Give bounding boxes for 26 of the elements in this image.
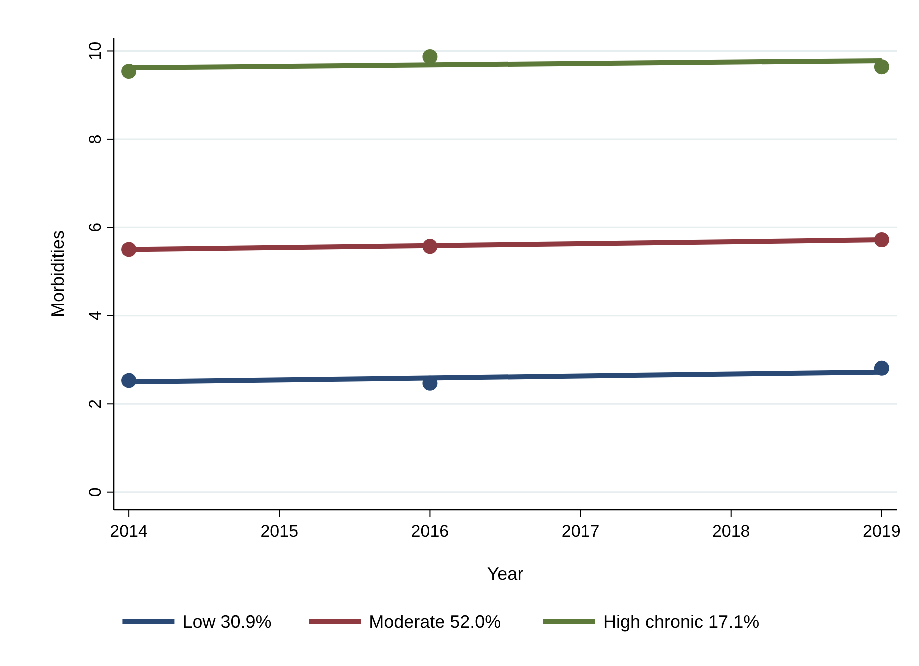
y-tick-label: 6 — [86, 222, 105, 232]
x-tick-label: 2014 — [110, 522, 148, 541]
point — [422, 49, 438, 64]
legend-label: Low 30.9% — [182, 612, 272, 632]
y-tick-label: 4 — [86, 311, 105, 321]
x-axis-title: Year — [487, 564, 524, 584]
x-tick-label: 2018 — [712, 522, 750, 541]
point — [422, 239, 438, 254]
point — [874, 60, 890, 75]
legend-label: High chronic 17.1% — [604, 612, 760, 632]
y-axis-title: Morbidities — [48, 230, 68, 318]
point — [422, 376, 438, 391]
point — [122, 64, 137, 80]
point — [122, 242, 137, 258]
x-tick-label: 2017 — [562, 522, 600, 541]
x-tick-label: 2019 — [863, 522, 901, 541]
point — [122, 373, 137, 388]
legend-label: Moderate 52.0% — [369, 612, 502, 632]
point — [874, 360, 890, 376]
y-tick-label: 8 — [86, 134, 105, 144]
x-tick-label: 2015 — [260, 522, 299, 541]
y-tick-label: 10 — [86, 42, 105, 61]
point — [874, 232, 890, 248]
y-tick-label: 2 — [86, 399, 105, 409]
y-tick-label: 0 — [86, 488, 105, 498]
x-tick-label: 2016 — [411, 522, 450, 541]
